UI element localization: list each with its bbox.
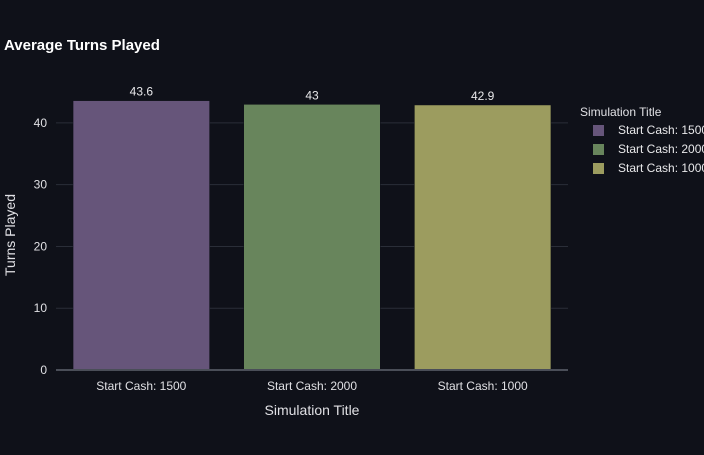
- legend-title: Simulation Title: [580, 105, 662, 119]
- y-tick-label: 30: [34, 178, 48, 192]
- y-axis-ticks: 0 10 20 30 40: [34, 116, 48, 377]
- data-label: 43.6: [130, 85, 154, 99]
- bar[interactable]: [243, 104, 381, 371]
- data-labels: 43.6 43 42.9: [130, 85, 495, 103]
- y-tick-label: 0: [40, 363, 47, 377]
- legend-swatch[interactable]: [593, 163, 604, 174]
- data-label: 43: [305, 88, 319, 102]
- legend-swatch[interactable]: [593, 125, 604, 136]
- bar[interactable]: [72, 100, 210, 371]
- legend-swatch[interactable]: [593, 144, 604, 155]
- chart-title: Average Turns Played: [4, 37, 160, 54]
- legend-items: Start Cash: 1500 Start Cash: 2000 Start Ca…: [593, 123, 704, 175]
- legend-label[interactable]: Start Cash: 1500: [618, 123, 704, 137]
- x-tick-label: Start Cash: 1000: [438, 379, 528, 393]
- x-tick-label: Start Cash: 2000: [267, 379, 357, 393]
- bars: [72, 100, 552, 371]
- x-tick-label: Start Cash: 1500: [96, 379, 186, 393]
- legend-label[interactable]: Start Cash: 1000: [618, 161, 704, 175]
- data-label: 42.9: [471, 89, 495, 103]
- legend-label[interactable]: Start Cash: 2000: [618, 142, 704, 156]
- x-axis-ticks: Start Cash: 1500 Start Cash: 2000 Start Ca…: [96, 379, 528, 393]
- y-tick-label: 10: [34, 301, 48, 315]
- x-axis-title: Simulation Title: [265, 402, 360, 418]
- y-axis-title: Turns Played: [2, 194, 18, 276]
- y-tick-label: 40: [34, 116, 48, 130]
- bar[interactable]: [414, 104, 552, 371]
- y-tick-label: 20: [34, 239, 48, 253]
